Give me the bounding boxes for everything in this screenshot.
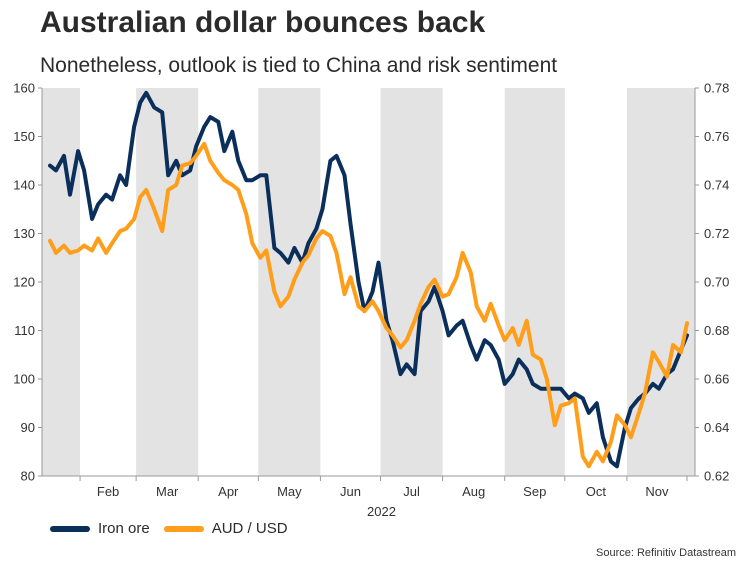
left-tick-label: 100 [13,372,35,387]
legend-swatch-aud-usd [163,525,204,532]
month-label-aug: Aug [462,484,485,499]
left-tick-label: 160 [13,81,35,96]
right-tick-label: 0.68 [704,323,729,338]
month-label-sep: Sep [523,484,546,499]
legend-label-iron-ore: Iron ore [98,520,150,537]
shaded-band-jan [42,88,81,476]
source-note: Source: Refinitiv Datastream [596,547,736,559]
shaded-band-may [258,88,321,476]
shaded-band-dec [686,88,695,476]
x-axis-title: 2022 [367,504,396,519]
left-tick-label: 90 [21,420,35,435]
chart-subtitle: Nonetheless, outlook is tied to China an… [40,54,558,77]
left-tick-label: 80 [21,469,35,484]
chart-title: Australian dollar bounces back [40,6,486,39]
left-tick-label: 150 [13,129,35,144]
month-label-may: May [277,484,302,499]
month-label-jun: Jun [340,484,361,499]
month-bands [41,88,696,477]
right-tick-label: 0.66 [704,372,729,387]
left-tick-label: 110 [14,323,35,338]
left-axis: 80 90 100 110 120 130 140 150 160 [13,81,42,484]
month-label-oct: Oct [586,484,607,499]
right-tick-label: 0.62 [704,469,729,484]
series-lines [48,90,689,469]
shaded-band-nov [626,88,687,476]
legend-label-aud-usd: AUD / USD [211,520,288,537]
right-axis: 0.62 0.64 0.66 0.68 0.70 0.72 0.74 0.76 0.78 [695,81,729,484]
right-tick-label: 0.78 [704,81,729,96]
month-label-mar: Mar [156,484,179,499]
left-tick-label: 140 [13,178,35,193]
series-line-aud-usd [48,141,689,469]
series-line-iron-ore [48,90,689,469]
right-tick-label: 0.74 [704,178,729,193]
shaded-band-sep [504,88,565,476]
legend-item-aud-usd: AUD / USD [163,520,288,537]
month-label-nov: Nov [645,484,669,499]
right-tick-label: 0.76 [704,129,729,144]
right-tick-label: 0.64 [704,420,729,435]
legend: Iron ore AUD / USD [50,520,288,537]
legend-item-iron-ore: Iron ore [50,520,150,537]
left-tick-label: 130 [13,226,35,241]
right-tick-label: 0.70 [704,275,729,290]
legend-swatch-iron-ore [50,525,90,532]
month-label-apr: Apr [218,484,239,499]
x-axis: Feb Mar Apr May Jun Jul Aug Sep Oct Nov [79,476,688,499]
month-label-jul: Jul [403,484,420,499]
month-label-feb: Feb [97,484,119,499]
left-tick-label: 120 [13,275,35,290]
right-tick-label: 0.72 [704,226,729,241]
